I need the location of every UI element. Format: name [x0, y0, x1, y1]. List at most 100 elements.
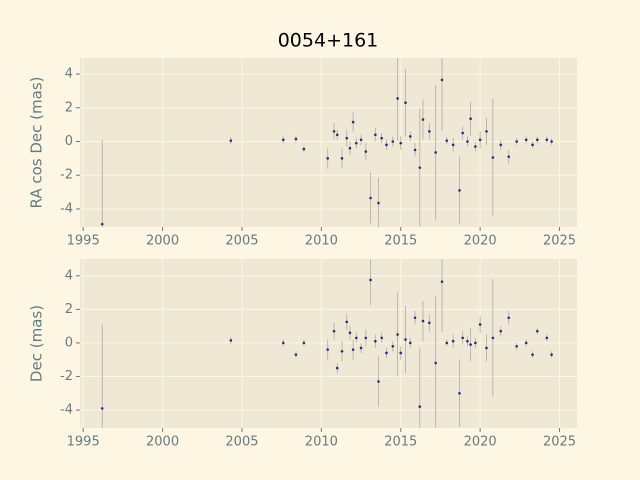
y-tick-label: 4 — [65, 67, 73, 82]
data-point — [550, 140, 553, 143]
data-point — [474, 341, 477, 345]
plot-area — [80, 259, 577, 428]
data-point — [294, 353, 298, 356]
data-point — [478, 323, 482, 326]
x-tick-label: 2010 — [305, 435, 338, 450]
data-point — [536, 138, 539, 142]
data-point — [354, 141, 358, 145]
y-tick-label: -4 — [60, 201, 73, 216]
data-point — [399, 141, 403, 145]
x-tick-label: 1995 — [67, 435, 100, 450]
data-point — [391, 140, 395, 143]
x-tick-label: 1995 — [67, 234, 100, 249]
data-point — [351, 348, 355, 351]
data-point — [345, 320, 349, 324]
data-point — [445, 341, 449, 345]
data-point — [413, 148, 417, 152]
data-point — [374, 133, 377, 137]
data-point — [380, 336, 383, 340]
data-point — [340, 350, 344, 353]
data-point — [229, 139, 233, 142]
data-point — [440, 78, 444, 82]
x-tick-label: 2000 — [146, 234, 179, 249]
data-point — [399, 351, 403, 355]
data-point — [335, 366, 339, 370]
data-point — [374, 339, 377, 343]
x-tick-label: 2020 — [464, 234, 497, 249]
data-point — [434, 361, 437, 365]
data-point — [281, 138, 285, 142]
x-tick-label: 2015 — [384, 435, 417, 450]
data-point — [377, 380, 380, 383]
data-point — [474, 145, 477, 148]
data-point — [345, 136, 349, 140]
data-point — [499, 143, 503, 147]
data-point — [428, 321, 431, 325]
plot-area — [80, 58, 577, 227]
data-point — [418, 405, 422, 408]
data-point — [326, 348, 330, 351]
data-point — [391, 344, 395, 348]
x-tick-label: 2020 — [464, 435, 497, 450]
data-point — [531, 143, 534, 147]
data-point — [458, 391, 461, 395]
data-point — [466, 140, 469, 143]
data-point — [326, 157, 330, 160]
data-point — [461, 336, 464, 340]
y-tick-label: 4 — [65, 268, 73, 283]
data-point — [524, 138, 528, 142]
data-point — [507, 316, 511, 320]
data-point — [421, 319, 425, 323]
y-tick-label: 0 — [65, 335, 73, 350]
data-point — [348, 331, 352, 335]
data-point — [440, 280, 444, 283]
data-point — [229, 339, 233, 342]
data-point — [380, 136, 383, 140]
data-point — [340, 157, 344, 160]
data-point — [507, 155, 511, 158]
data-point — [302, 147, 306, 151]
data-point — [451, 143, 455, 147]
y-tick-label: -4 — [60, 403, 73, 418]
data-point — [404, 338, 407, 341]
data-point — [545, 138, 549, 142]
data-point — [469, 343, 472, 346]
y-tick-label: 2 — [65, 302, 73, 317]
data-point — [418, 166, 422, 169]
data-point — [359, 138, 363, 142]
data-point — [485, 346, 488, 350]
data-point — [396, 97, 399, 100]
data-point — [354, 336, 358, 340]
data-point — [351, 120, 355, 124]
data-point — [458, 189, 461, 192]
data-point — [369, 278, 372, 282]
data-point — [515, 344, 518, 348]
data-point — [408, 341, 412, 345]
data-point — [550, 353, 553, 356]
data-point — [531, 353, 534, 356]
data-point — [377, 201, 380, 205]
data-point — [524, 341, 528, 345]
data-point — [408, 135, 412, 138]
y-tick-label: 0 — [65, 134, 73, 149]
data-point — [434, 151, 437, 154]
data-point — [499, 329, 503, 333]
y-tick-label: -2 — [60, 168, 73, 183]
data-point — [466, 339, 469, 343]
x-tick-label: 2025 — [543, 234, 576, 249]
data-point — [335, 133, 339, 137]
data-point — [491, 336, 495, 340]
y-tick-label: -2 — [60, 369, 73, 384]
data-point — [348, 146, 352, 150]
x-tick-label: 2010 — [305, 234, 338, 249]
y-axis-label: RA cos Dec (mas) — [28, 77, 46, 209]
data-point — [364, 336, 368, 340]
data-point — [302, 341, 306, 345]
x-tick-label: 2015 — [384, 234, 417, 249]
data-point — [294, 137, 298, 141]
data-point — [359, 346, 363, 350]
data-point — [332, 329, 336, 333]
data-point — [385, 143, 388, 147]
data-point — [478, 138, 482, 142]
